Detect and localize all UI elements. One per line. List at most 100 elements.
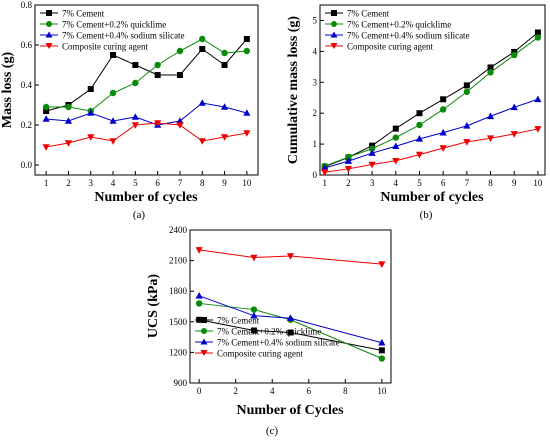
- panel-c-ytick-label: 1200: [169, 347, 188, 357]
- panel-a-point-cement: [132, 62, 139, 68]
- panel-c-point-quicklime: [195, 300, 203, 307]
- panel-a-xtick-label: 1: [44, 178, 49, 188]
- panel-a-ticks: 1 2 3 4 5 6 7 8 9 10 0.0 0.2 0.4 0.6 0.8: [21, 0, 252, 188]
- panel-b-point-cement: [416, 110, 423, 117]
- panel-b-series-line-cement: [324, 32, 539, 168]
- panel-b-xtick-label: 5: [417, 178, 422, 188]
- panel-a-point-cement: [87, 86, 94, 92]
- panel-b-legend: 7% Cement 7% Cement+0.2% quicklime 7% Ce…: [325, 9, 470, 52]
- panel-a-point-quicklime: [109, 89, 117, 97]
- panel-a-point-composite: [131, 122, 139, 129]
- legend-a-marker-quicklime: [46, 21, 52, 27]
- legend-c-label-silicate: 7% Cement+0.4% sodium silicate: [217, 338, 340, 348]
- panel-a-series-line-cement: [46, 38, 248, 112]
- panel-b-point-composite: [439, 145, 447, 152]
- panel-a-point-quicklime: [221, 49, 228, 57]
- panel-a-point-composite: [220, 134, 229, 141]
- panel-a-point-quicklime: [199, 35, 206, 43]
- panel-b-point-quicklime: [368, 145, 376, 152]
- panel-b-point-composite: [510, 131, 518, 138]
- legend-a-label-composite: Composite curing agent: [62, 42, 148, 52]
- panel-b-point-quicklime: [463, 88, 471, 96]
- panel-b-xtick-label: 8: [488, 178, 493, 188]
- legend-b-marker-cement: [331, 10, 337, 16]
- panel-a-series-line-composite: [46, 122, 247, 148]
- panel-a-point-cement: [110, 52, 117, 58]
- panel-a-point-quicklime: [65, 103, 72, 111]
- legend-b-marker-quicklime: [331, 21, 337, 27]
- panel-a-point-cement: [221, 62, 228, 68]
- panel-b-point-cement: [463, 82, 470, 89]
- panel-a-point-composite: [64, 140, 73, 147]
- panel-b-label: (b): [420, 209, 433, 221]
- panel-c-legend: 7% Cement 7% Cement+0.2% quicklime 7% Ce…: [195, 316, 340, 359]
- panel-b-point-silicate: [415, 135, 424, 142]
- legend-a-label-silicate: 7% Cement+0.4% sodium silicate: [62, 31, 185, 41]
- panel-a-point-silicate: [42, 115, 50, 122]
- legend-a-label-quicklime: 7% Cement+0.2% quicklime: [62, 20, 166, 30]
- panel-a-series-line-quicklime: [46, 38, 247, 112]
- panel-b-series-line-silicate: [324, 98, 539, 169]
- panel-c-xtick-label: 4: [270, 386, 275, 396]
- panel-c-xtick-label: 0: [197, 386, 202, 396]
- panel-c-series-line-cement: [199, 319, 382, 351]
- panel-a-point-composite: [87, 134, 95, 141]
- panel-b-point-silicate: [486, 112, 495, 120]
- panel-c-ylabel: UCS (kPa): [146, 274, 161, 339]
- panel-b-point-composite: [415, 151, 424, 159]
- panel-b-point-silicate: [510, 103, 518, 111]
- legend-b-label-quicklime: 7% Cement+0.2% quicklime: [347, 20, 451, 30]
- panel-b-point-cement: [534, 29, 541, 36]
- panel-c-point-quicklime: [378, 355, 386, 362]
- panel-c-point-composite: [286, 253, 295, 260]
- legend-b-label-cement: 7% Cement: [347, 9, 390, 19]
- panel-b-point-quicklime: [534, 34, 542, 41]
- panel-b-point-silicate: [439, 128, 447, 136]
- panel-b-point-silicate: [463, 122, 471, 129]
- legend-c-marker-composite: [200, 350, 208, 356]
- panel-b-point-silicate: [344, 157, 353, 164]
- panel-a-point-quicklime: [42, 103, 50, 111]
- panel-b-xtick-label: 3: [370, 178, 375, 188]
- panel-b-point-composite: [392, 157, 400, 165]
- panel-a-xtick-label: 4: [111, 178, 116, 188]
- panel-c-xlabel: Number of Cycles: [236, 403, 344, 418]
- panel-a-point-composite: [42, 144, 50, 151]
- legend-b-marker-composite: [330, 43, 338, 49]
- panel-a-point-composite: [154, 120, 162, 127]
- panel-b-ylabel: Cumulative mass loss (g): [286, 16, 301, 165]
- panel-b-point-composite: [368, 161, 376, 169]
- panel-b-point-quicklime: [487, 69, 494, 76]
- panel-a: 1 2 3 4 5 6 7 8 9 10 0.0 0.2 0.4 0.6 0.8 7% Cement 7% …: [0, 0, 259, 221]
- panel-a-point-silicate: [220, 103, 229, 110]
- panel-b-series-line-quicklime: [324, 37, 539, 167]
- panel-b-point-composite: [486, 135, 495, 143]
- panel-b-point-cement: [487, 64, 494, 71]
- panel-c-point-composite: [195, 247, 203, 254]
- panel-b-ytick-label: 2: [313, 108, 318, 118]
- panel-a-ytick-label: 0.4: [21, 80, 33, 90]
- panel-c-ytick-label: 2100: [169, 256, 188, 266]
- panel-a-xtick-label: 5: [133, 178, 138, 188]
- panel-a-point-silicate: [87, 109, 95, 116]
- panel-b-point-silicate: [534, 95, 542, 103]
- panel-c-ytick-label: 900: [174, 378, 188, 388]
- panel-c: 0 2 4 6 8 10 900 1200 1500 1800 2100 2400 7% Cement…: [146, 225, 392, 437]
- legend-a-marker-cement: [46, 10, 52, 16]
- panel-a-point-quicklime: [176, 47, 184, 55]
- legend-c-marker-silicate: [200, 338, 208, 345]
- panel-b-xtick-label: 4: [394, 178, 399, 188]
- panel-b-point-quicklime: [416, 121, 423, 129]
- legend-c-marker-cement: [201, 317, 207, 323]
- panel-b-series-line-composite: [324, 128, 538, 173]
- panel-c-point-cement: [287, 329, 294, 336]
- panel-b-point-silicate: [392, 142, 400, 150]
- panel-b-ytick-label: 0: [313, 170, 318, 180]
- legend-c-marker-quicklime: [201, 328, 207, 334]
- panel-b-point-quicklime: [345, 153, 352, 161]
- panel-a-point-composite: [243, 130, 251, 137]
- panel-a-point-cement: [176, 72, 183, 78]
- panel-c-point-cement: [378, 347, 385, 354]
